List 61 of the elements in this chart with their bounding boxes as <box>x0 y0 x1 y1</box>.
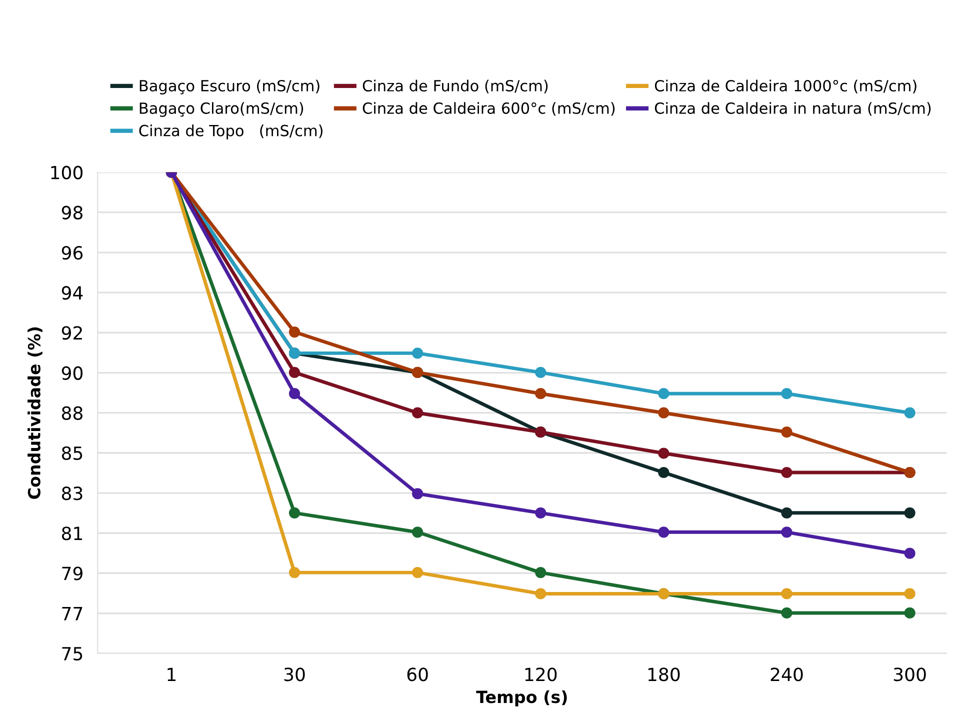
legend-label: Cinza de Caldeira 1000°c (mS/cm) <box>654 80 916 94</box>
point <box>781 607 792 619</box>
point <box>904 588 916 600</box>
y-tick-label: 94 <box>62 286 83 300</box>
point <box>904 607 916 619</box>
point <box>288 388 300 400</box>
point <box>904 548 916 559</box>
legend-label: Bagaço Claro(mS/cm) <box>140 102 304 117</box>
y-tick-label: 79 <box>62 566 82 580</box>
y-tick-label: 75 <box>62 647 82 660</box>
point <box>781 466 792 478</box>
y-tick-label: 77 <box>62 607 82 620</box>
x-tick-label: 300 <box>894 668 926 682</box>
point <box>412 567 424 578</box>
point <box>658 448 670 459</box>
point <box>904 407 916 418</box>
y-tick-label: 90 <box>62 366 83 380</box>
point <box>288 507 300 518</box>
point <box>781 507 792 518</box>
y-tick-label: 88 <box>62 406 82 420</box>
point <box>658 388 670 400</box>
point <box>412 526 424 538</box>
point <box>288 567 300 578</box>
y-tick-label: 98 <box>62 206 82 220</box>
x-tick-label: 1 <box>168 668 176 681</box>
point <box>535 507 546 518</box>
x-tick-label: 180 <box>648 668 680 682</box>
x-tick-label: 30 <box>284 668 305 682</box>
y-tick-label: 85 <box>62 446 82 460</box>
x-tick-label: 60 <box>407 668 428 682</box>
y-tick-label: 81 <box>62 526 82 540</box>
legend-label: Bagaço Escuro (mS/cm) <box>140 80 320 94</box>
point <box>535 388 546 400</box>
point <box>412 407 424 418</box>
point <box>658 466 670 478</box>
x-axis-title: Tempo (s) <box>476 690 567 706</box>
y-tick-label: 83 <box>62 486 82 500</box>
point <box>535 366 546 378</box>
point <box>904 507 916 518</box>
legend-label: Cinza de Fundo (mS/cm) <box>362 80 548 94</box>
point <box>288 366 300 378</box>
point <box>535 567 546 578</box>
x-tick-label: 120 <box>525 668 557 682</box>
point <box>412 348 424 359</box>
point <box>658 407 670 418</box>
point <box>781 588 792 600</box>
legend-label: Cinza de Topo (mS/cm) <box>139 124 322 140</box>
x-tick-label: 240 <box>770 668 803 682</box>
legend-label: Cinza de Caldeira in natura (mS/cm) <box>654 102 931 116</box>
legend-label: Cinza de Caldeira 600°c (mS/cm) <box>362 102 615 116</box>
y-tick-label: 92 <box>62 326 82 340</box>
point <box>288 326 300 338</box>
point <box>412 488 424 500</box>
y-axis-title: Condutividade (%) <box>28 327 42 499</box>
point <box>781 388 792 400</box>
point <box>781 526 792 538</box>
y-tick-label: 100 <box>51 166 83 180</box>
point <box>535 588 546 600</box>
y-tick-label: 96 <box>62 246 83 260</box>
point <box>658 526 670 538</box>
point <box>781 426 792 438</box>
